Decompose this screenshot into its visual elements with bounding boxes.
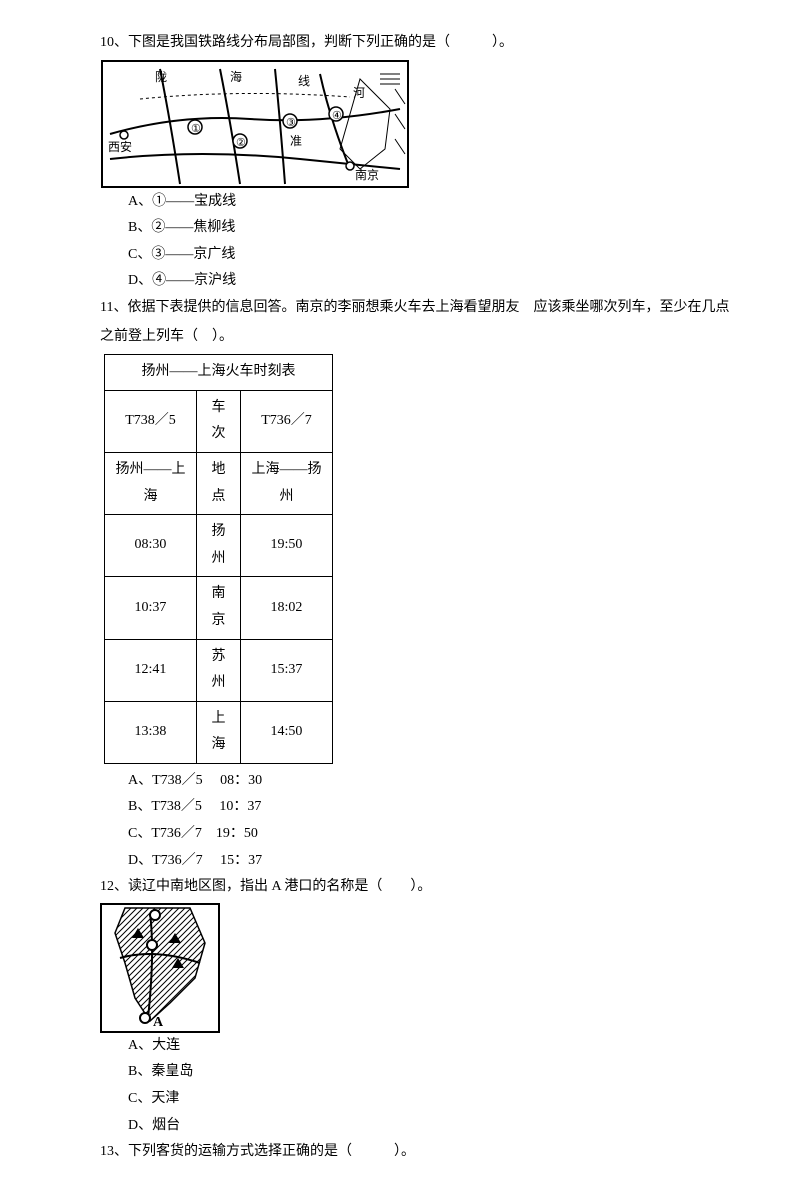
- table-cell: 南京: [197, 577, 241, 639]
- q11-option-a: A、T738／5 08：30: [100, 768, 730, 795]
- q10-option-a: A、①——宝成线: [100, 189, 730, 216]
- svg-text:②: ②: [236, 137, 246, 149]
- q11-timetable: 扬州——上海火车时刻表 T738／5 车次 T736／7 扬州——上海 地点 上…: [104, 354, 333, 764]
- svg-text:④: ④: [332, 110, 342, 122]
- table-title: 扬州——上海火车时刻表: [105, 355, 333, 391]
- q11-option-c: C、T736／7 19：50: [100, 821, 730, 848]
- table-cell: 上海——扬州: [241, 452, 333, 514]
- svg-text:准: 准: [290, 134, 302, 148]
- q10-option-c: C、③——京广线: [100, 242, 730, 269]
- svg-text:南京: 南京: [355, 167, 379, 182]
- svg-text:西安: 西安: [108, 139, 132, 154]
- table-cell: 扬州: [197, 515, 241, 577]
- q11-option-b: B、T738／5 10：37: [100, 794, 730, 821]
- svg-text:海: 海: [230, 69, 242, 84]
- q12-option-d: D、烟台: [100, 1113, 730, 1140]
- table-cell: 14:50: [241, 701, 333, 763]
- q13-text: 13、下列客货的运输方式选择正确的是（ ）。: [100, 1139, 730, 1166]
- svg-text:线: 线: [298, 74, 310, 88]
- table-header-cell: T738／5: [105, 390, 197, 452]
- q12-option-b: B、秦皇岛: [100, 1059, 730, 1086]
- svg-text:陇: 陇: [155, 69, 167, 84]
- table-cell: 上海: [197, 701, 241, 763]
- q10-option-d: D、④——京沪线: [100, 268, 730, 295]
- table-cell: 15:37: [241, 639, 333, 701]
- svg-text:河: 河: [353, 86, 365, 100]
- q11-option-d: D、T736／7 15：37: [100, 848, 730, 875]
- q10-text: 10、下图是我国铁路线分布局部图，判断下列正确的是（ ）。: [100, 30, 730, 57]
- q12-option-c: C、天津: [100, 1086, 730, 1113]
- q12-option-a: A、大连: [100, 1033, 730, 1060]
- table-cell: 19:50: [241, 515, 333, 577]
- q12-map-image: A: [100, 903, 730, 1033]
- table-cell: 08:30: [105, 515, 197, 577]
- svg-text:①: ①: [191, 123, 201, 135]
- table-header-cell: 车次: [197, 390, 241, 452]
- table-cell: 10:37: [105, 577, 197, 639]
- svg-text:A: A: [153, 1015, 164, 1030]
- q10-map-image: 陇 海 线 河 西安 ① ② ③ 准 ④ 南京: [100, 59, 730, 189]
- q11-text-line1: 11、依据下表提供的信息回答。南京的李丽想乘火车去上海看望朋友 应该乘坐哪次列车…: [100, 295, 730, 322]
- table-cell: 18:02: [241, 577, 333, 639]
- table-cell: 12:41: [105, 639, 197, 701]
- table-cell: 扬州——上海: [105, 452, 197, 514]
- q10-option-b: B、②——焦柳线: [100, 215, 730, 242]
- table-cell: 地点: [197, 452, 241, 514]
- table-header-cell: T736／7: [241, 390, 333, 452]
- table-cell: 13:38: [105, 701, 197, 763]
- svg-text:③: ③: [286, 117, 296, 129]
- table-cell: 苏州: [197, 639, 241, 701]
- q12-text: 12、读辽中南地区图，指出 A 港口的名称是（ ）。: [100, 874, 730, 901]
- q11-text-line2: 之前登上列车（ ）。: [100, 324, 730, 351]
